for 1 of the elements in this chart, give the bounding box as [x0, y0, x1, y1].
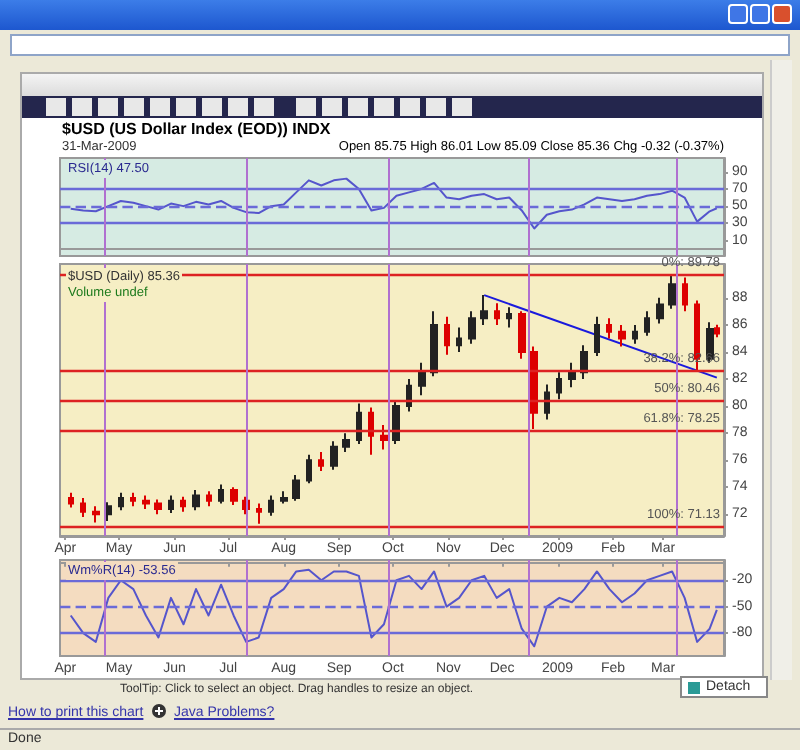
chart-title: $USD (US Dollar Index (EOD)) INDX: [62, 120, 331, 138]
